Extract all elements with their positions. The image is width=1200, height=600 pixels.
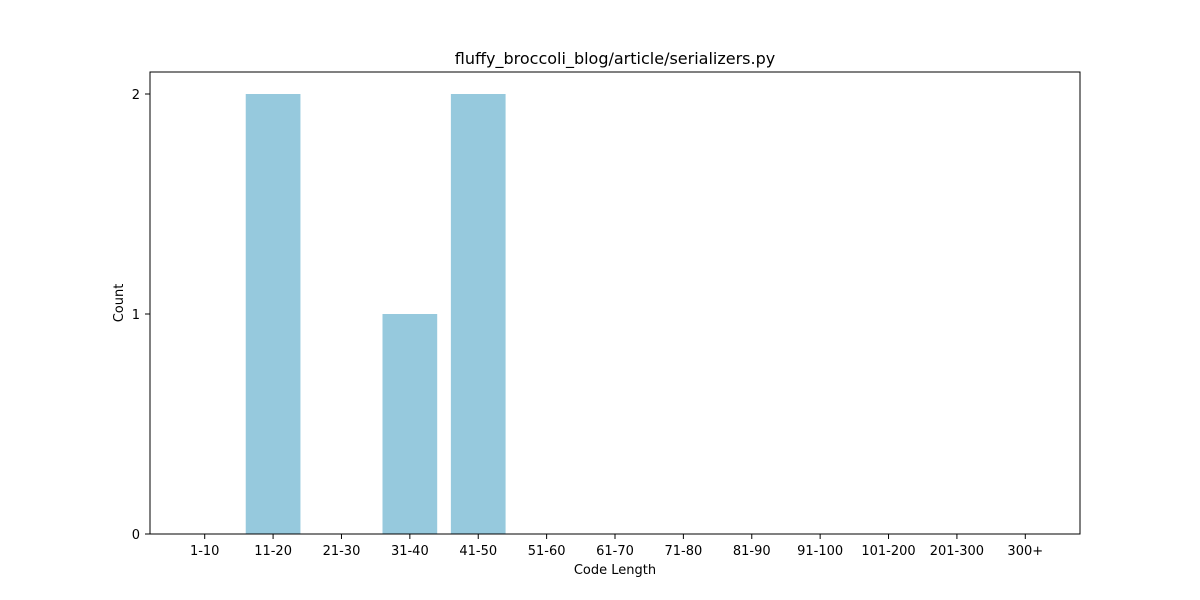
x-tick-label: 91-100 xyxy=(797,544,843,559)
chart-title: fluffy_broccoli_blog/article/serializers… xyxy=(455,49,775,69)
x-tick-label: 11-20 xyxy=(254,544,292,559)
x-tick-label: 51-60 xyxy=(528,544,566,559)
x-tick-label: 71-80 xyxy=(664,544,702,559)
x-tick-label: 31-40 xyxy=(391,544,429,559)
y-tick-label: 0 xyxy=(132,528,140,543)
x-tick-label: 81-90 xyxy=(733,544,771,559)
x-tick-label: 101-200 xyxy=(861,544,915,559)
x-tick-label: 41-50 xyxy=(459,544,497,559)
x-tick-label: 1-10 xyxy=(190,544,220,559)
bar-31-40 xyxy=(382,314,438,534)
x-axis-label: Code Length xyxy=(574,563,656,578)
x-tick-label: 21-30 xyxy=(323,544,361,559)
bars-group xyxy=(245,94,506,534)
x-tick-label: 300+ xyxy=(1007,544,1043,559)
bar-41-50 xyxy=(450,94,506,534)
x-tick-label: 61-70 xyxy=(596,544,634,559)
x-tick-label: 201-300 xyxy=(930,544,984,559)
y-axis: 0 1 2 xyxy=(132,88,150,543)
y-tick-label: 1 xyxy=(132,308,140,323)
x-axis: 1-10 11-20 21-30 31-40 41-50 51-60 61-70 71-80 8… xyxy=(190,534,1043,559)
y-axis-label: Count xyxy=(112,284,127,323)
y-tick-label: 2 xyxy=(132,88,140,103)
bar-11-20 xyxy=(245,94,301,534)
